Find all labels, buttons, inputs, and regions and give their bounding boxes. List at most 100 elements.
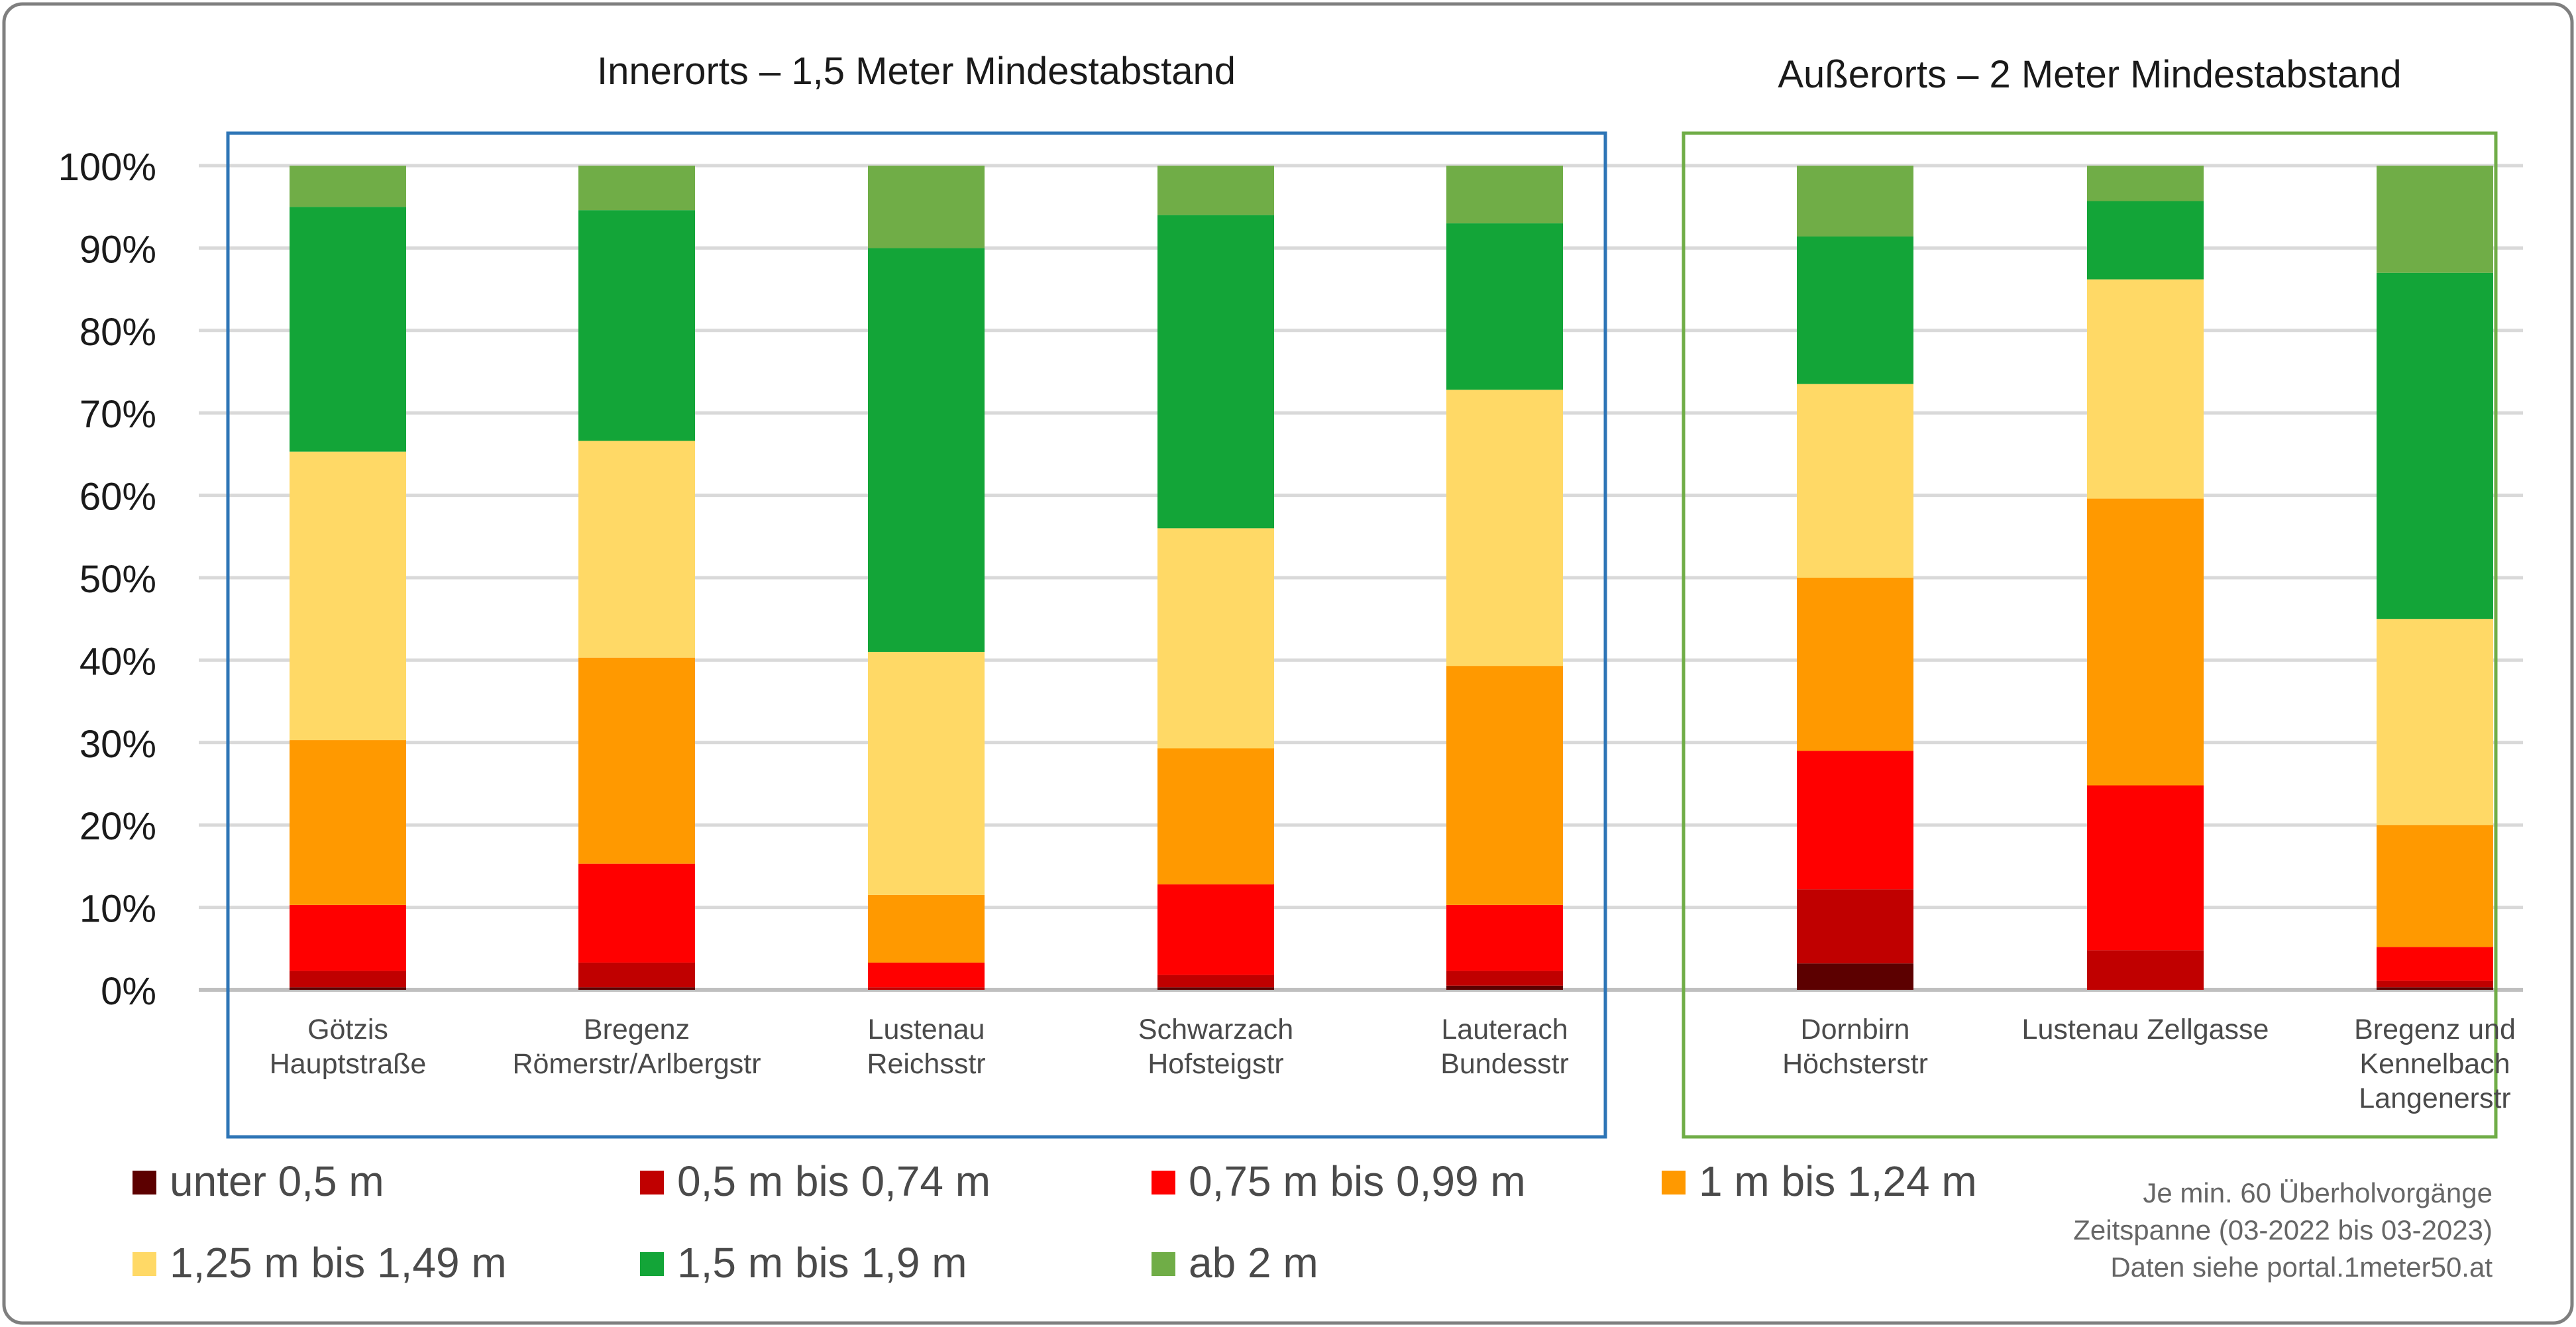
bar-segment — [1446, 390, 1563, 666]
x-tick-label: Lustenau Zellgasse — [2022, 1014, 2269, 1045]
bar-segment — [578, 210, 695, 441]
bar-segment — [1157, 987, 1274, 990]
bar-segment — [1797, 166, 1913, 237]
bar-segment — [2087, 498, 2204, 786]
group-frame — [226, 131, 1607, 1139]
bar-segment — [578, 962, 695, 988]
legend-label: 1,25 m bis 1,49 m — [170, 1239, 507, 1287]
x-tick-label: Götzis Hauptstraße — [270, 1014, 427, 1080]
bar-segment — [1446, 223, 1563, 390]
legend-label: 1,5 m bis 1,9 m — [677, 1239, 967, 1287]
bar-segment — [578, 987, 695, 990]
legend-label: 0,75 m bis 0,99 m — [1189, 1157, 1526, 1205]
bar-segment — [290, 166, 406, 207]
y-tick-label: 40% — [80, 640, 156, 683]
bar-segment — [1446, 904, 1563, 971]
bar-segment — [1797, 236, 1913, 384]
bar-segment — [290, 451, 406, 741]
bar-segment — [578, 657, 695, 864]
bar-segment — [1157, 528, 1274, 749]
y-axis-ticks: 0% 10% 20% 30% 40% 50% 60% 70% 80% 90% 100% — [58, 146, 156, 1013]
bar-segment — [1446, 666, 1563, 905]
legend-label: 1 m bis 1,24 m — [1699, 1157, 1977, 1205]
x-tick-label: Lauterach Bundesstr — [1440, 1014, 1569, 1080]
legend: unter 0,5 m 0,5 m bis 0,74 m 0,75 m bis 0,… — [133, 1157, 1977, 1287]
bar-segment — [2087, 785, 2204, 951]
source-note: Je min. 60 Überholvorgänge — [2143, 1177, 2493, 1208]
bar-segment — [1446, 166, 1563, 224]
bar-segment — [1797, 963, 1913, 990]
bar-segment — [2377, 981, 2493, 988]
x-tick-label: Lustenau Reichsstr — [867, 1014, 985, 1080]
bar-segment — [290, 987, 406, 990]
y-tick-label: 0% — [101, 970, 156, 1013]
bar-segment — [578, 166, 695, 211]
legend-label: unter 0,5 m — [170, 1157, 384, 1205]
group-title: Außerorts – 2 Meter Mindestabstand — [1778, 53, 2401, 96]
bar-segment — [2377, 619, 2493, 825]
bar-segment — [1797, 889, 1913, 964]
bar-segment — [2377, 825, 2493, 947]
legend-swatch — [1152, 1171, 1175, 1194]
bar-segment — [290, 904, 406, 971]
legend-swatch — [1152, 1252, 1175, 1276]
bar-segment — [1157, 975, 1274, 988]
x-axis-labels: Götzis Hauptstraße Bregenz Römerstr/Arlberg… — [270, 1014, 2516, 1114]
x-tick-label: Dornbirn Höchsterstr — [1782, 1014, 1928, 1080]
y-tick-label: 90% — [80, 228, 156, 271]
y-tick-label: 100% — [58, 146, 156, 189]
bar-segment — [1157, 166, 1274, 215]
legend-label: ab 2 m — [1189, 1239, 1318, 1287]
source-note: Daten siehe portal.1meter50.at — [2110, 1251, 2493, 1283]
legend-swatch — [1662, 1171, 1686, 1194]
bars — [290, 166, 2493, 990]
source-note: Zeitspanne (03-2022 bis 03-2023) — [2073, 1214, 2493, 1246]
bar-segment — [868, 962, 985, 988]
bar-segment — [290, 971, 406, 988]
y-tick-label: 60% — [80, 476, 156, 519]
x-tick-label: Bregenz Römerstr/Arlbergstr — [512, 1014, 761, 1080]
bar-segment — [1157, 748, 1274, 884]
y-tick-label: 20% — [80, 805, 156, 848]
bar-segment — [290, 207, 406, 452]
bar-segment — [290, 740, 406, 905]
bar-segment — [1446, 985, 1563, 990]
group-title: Innerorts – 1,5 Meter Mindestabstand — [597, 50, 1236, 93]
bar-segment — [1797, 578, 1913, 751]
bar-segment — [868, 166, 985, 248]
bar-segment — [868, 894, 985, 963]
bar-segment — [1157, 884, 1274, 975]
legend-label: 0,5 m bis 0,74 m — [677, 1157, 991, 1205]
y-tick-label: 80% — [80, 311, 156, 354]
group-frames: Innerorts – 1,5 Meter Mindestabstand Auße… — [226, 50, 2498, 1139]
bar-segment — [2087, 166, 2204, 201]
legend-swatch — [640, 1171, 664, 1194]
bar-segment — [1157, 215, 1274, 529]
y-tick-label: 10% — [80, 888, 156, 931]
bar-segment — [2377, 272, 2493, 619]
bar-segment — [2377, 166, 2493, 273]
bar-segment — [2087, 201, 2204, 280]
x-tick-label: Schwarzach Hofsteigstr — [1138, 1014, 1293, 1080]
bar-segment — [2087, 950, 2204, 990]
bar-segment — [1797, 751, 1913, 890]
legend-swatch — [133, 1171, 156, 1194]
y-tick-label: 70% — [80, 393, 156, 436]
bar-segment — [2087, 279, 2204, 499]
bar-segment — [868, 651, 985, 895]
legend-swatch — [640, 1252, 664, 1276]
source-notes: Je min. 60 Überholvorgänge Zeitspanne (03… — [2073, 1177, 2493, 1283]
bar-segment — [868, 987, 985, 990]
bar-segment — [868, 248, 985, 652]
bar-segment — [2377, 947, 2493, 981]
group-frame — [1682, 131, 2498, 1139]
bar-segment — [1797, 384, 1913, 578]
bar-segment — [578, 441, 695, 658]
x-tick-label: Bregenz und Kennelbach Langenerstr — [2354, 1014, 2516, 1114]
bar-segment — [1446, 971, 1563, 986]
legend-swatch — [133, 1252, 156, 1276]
y-tick-label: 30% — [80, 723, 156, 766]
bar-segment — [2377, 987, 2493, 990]
y-tick-label: 50% — [80, 558, 156, 601]
